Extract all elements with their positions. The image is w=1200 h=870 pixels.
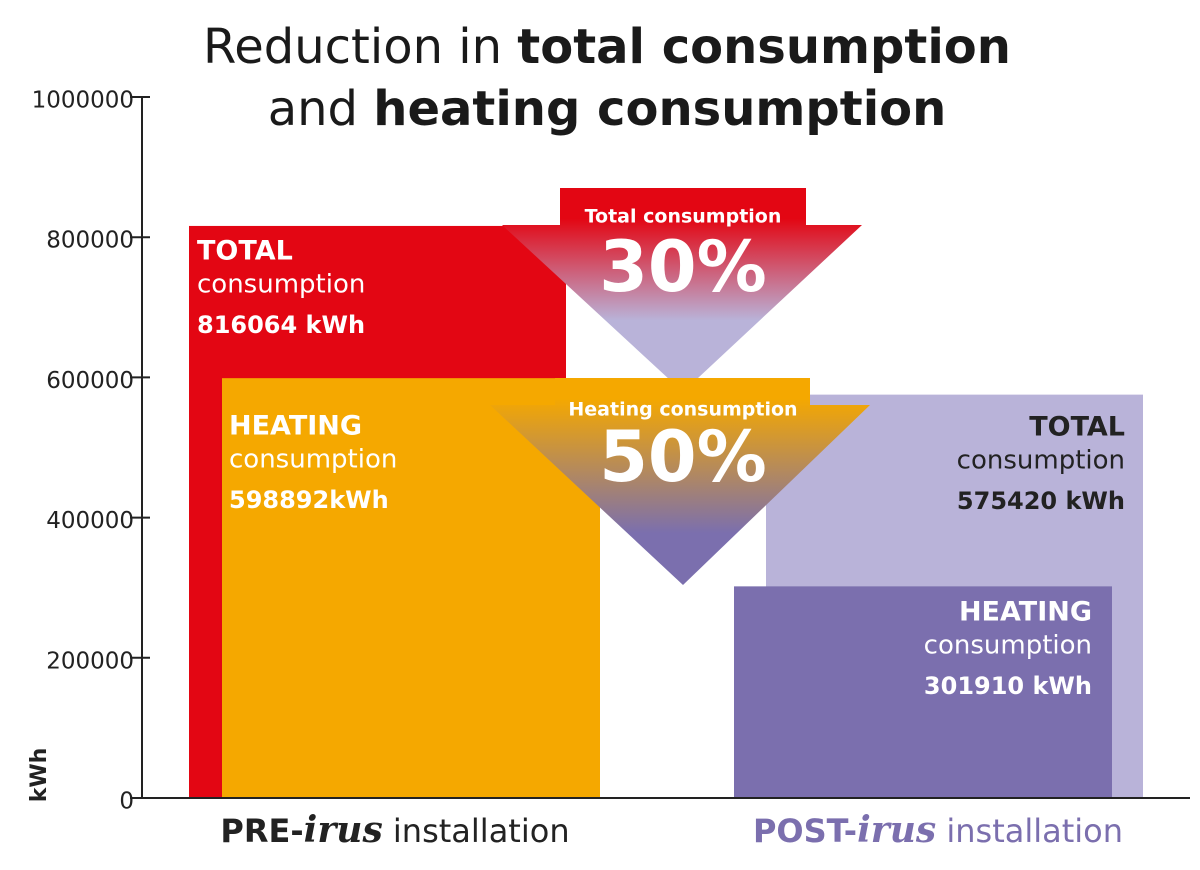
category-part: irus (857, 809, 936, 851)
title-part: Reduction in (203, 19, 517, 75)
y-tick-label: 600000 (46, 368, 134, 394)
chart-title: and heating consumption (268, 81, 947, 137)
y-tick-label: 0 (119, 789, 134, 815)
bar-sub: consumption (924, 631, 1092, 661)
bar-sub: consumption (229, 445, 397, 475)
y-tick-label: 800000 (46, 228, 134, 254)
reduction-arrow (490, 378, 870, 585)
y-tick-label: 200000 (46, 648, 134, 674)
title-part: total consumption (517, 19, 1011, 75)
x-tick-label: POST-irus installation (753, 809, 1123, 851)
reduction-value: 50% (599, 416, 767, 498)
title-part: heating consumption (373, 81, 946, 137)
value-label: 575420 kWh (957, 487, 1125, 515)
title-part: and (268, 81, 374, 137)
reduction-value: 30% (599, 226, 767, 308)
bar-name: HEATING (959, 597, 1092, 628)
category-part: installation (936, 812, 1123, 850)
bar-name: TOTAL (197, 236, 293, 267)
value-label: 598892kWh (229, 486, 389, 514)
category-part: irus (304, 809, 383, 851)
reduction-arrow (502, 188, 862, 392)
bar (734, 586, 1112, 798)
category-part: POST- (753, 812, 857, 850)
reduction-label: Total consumption (585, 206, 782, 228)
bar-name: TOTAL (1029, 412, 1125, 443)
chart-title: Reduction in total consumption (203, 19, 1011, 75)
bar-sub: consumption (197, 270, 365, 300)
bar-sub: consumption (957, 446, 1125, 476)
x-tick-label: PRE-irus installation (220, 809, 569, 851)
category-part: PRE- (220, 812, 303, 850)
y-tick-label: 400000 (46, 508, 134, 534)
category-part: installation (383, 812, 570, 850)
bar-name: HEATING (229, 411, 362, 442)
y-axis-label: kWh (27, 748, 52, 803)
reduction-label: Heating consumption (568, 399, 797, 421)
value-label: 301910 kWh (924, 672, 1092, 700)
y-tick-label: 1000000 (32, 88, 134, 114)
value-label: 816064 kWh (197, 311, 365, 339)
